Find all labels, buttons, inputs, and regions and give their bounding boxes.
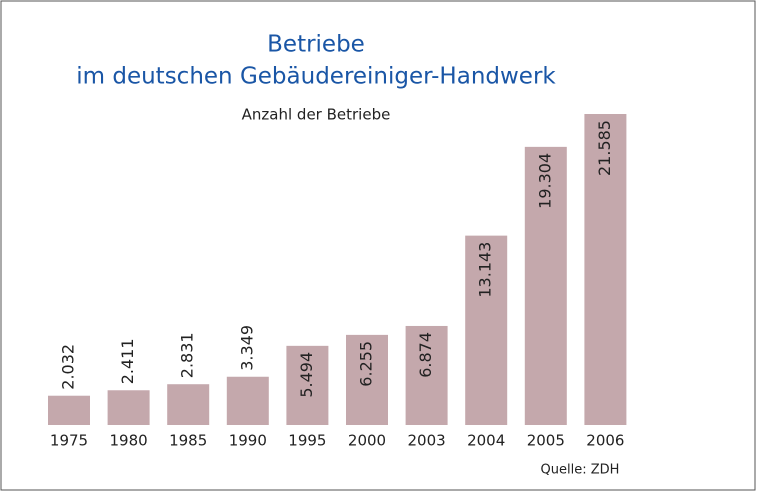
x-tick-label: 1985 [169,432,207,450]
bar [226,376,269,425]
value-label: 19.304 [535,153,554,209]
x-tick-label: 1995 [288,432,326,450]
value-label: 6.874 [416,332,435,378]
chart-subtitle: Anzahl der Betriebe [242,106,391,124]
x-tick-label: 1980 [110,432,148,450]
value-label: 5.494 [297,352,316,398]
bar [405,325,448,425]
x-tick-label: 2004 [467,432,505,450]
bar [584,114,627,425]
bar [465,235,508,425]
value-label: 3.349 [237,325,256,371]
x-tick-label: 2000 [348,432,386,450]
bar [286,345,329,425]
value-label: 2.831 [178,332,197,378]
bar [346,334,388,425]
x-tick-label: 1990 [229,432,267,450]
bar [48,395,90,425]
bar [107,390,150,425]
value-label: 13.143 [476,242,495,298]
source: Quelle: ZDH [541,463,620,478]
x-tick-label: 2006 [586,432,624,450]
chart-title: Betriebe [267,32,365,58]
x-tick-label: 2003 [408,432,446,450]
bar [167,384,210,425]
frame [0,0,756,491]
value-label: 21.585 [595,120,614,176]
x-tick-label: 1975 [50,432,88,450]
bar [524,146,567,426]
chart-title: im deutschen Gebäudereiniger-Handwerk [76,64,556,90]
value-label: 2.411 [118,338,137,384]
value-label: 2.032 [59,344,78,390]
x-tick-label: 2005 [527,432,565,450]
value-label: 6.255 [357,341,376,387]
